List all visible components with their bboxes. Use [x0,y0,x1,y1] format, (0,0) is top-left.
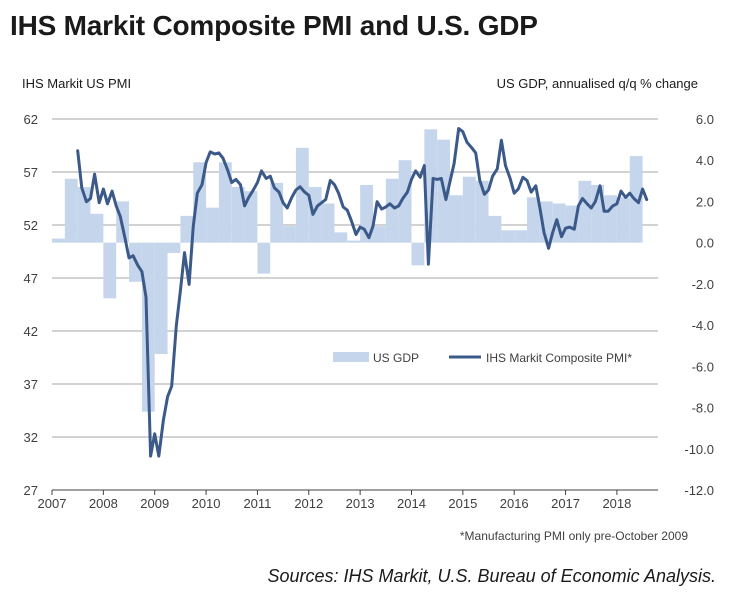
x-tick-label: 2011 [243,496,271,511]
left-tick-label: 62 [24,112,38,127]
gdp-bar [257,242,271,274]
gdp-bar [616,197,630,243]
x-tick-label: 2007 [38,496,67,511]
legend-gdp-swatch [333,352,369,362]
x-tick-label: 2018 [602,496,631,511]
gdp-bar [565,205,579,243]
gdp-bar [167,242,181,253]
gdp-bar [462,176,476,243]
pmi-line-layer [76,127,649,458]
gdp-bar [578,180,592,243]
x-tick-label: 2016 [500,496,529,511]
right-tick-label: -10.0 [684,442,714,457]
gdp-bar [527,197,540,243]
gdp-bar [180,215,194,243]
gdp-bar [103,242,117,299]
gdp-bar [218,162,232,243]
gdp-bar [295,147,309,243]
right-tick-label: 6.0 [696,112,714,127]
gdp-bar [206,207,219,243]
gdp-bar [411,242,425,266]
right-tick-label: 4.0 [696,153,714,168]
right-tick-label: -6.0 [692,359,714,374]
gdp-bar [514,230,528,243]
left-tick-label: 42 [24,324,38,339]
gdp-bar [372,226,386,243]
gdp-bar [475,180,489,243]
left-tick-label: 52 [24,218,38,233]
gdp-bar [244,191,258,243]
footnote: *Manufacturing PMI only pre-October 2009 [459,529,688,543]
legend: US GDP IHS Markit Composite PMI* [333,351,632,365]
right-tick-label: -12.0 [684,483,714,498]
x-axis: 2007 2008 2009 2010 2011 2012 2013 2014 2015 2016… [38,489,658,511]
gdp-bar [90,213,104,243]
left-tick-label: 32 [24,430,38,445]
gdp-bar [64,178,78,243]
x-tick-label: 2008 [89,496,118,511]
x-tick-label: 2014 [397,496,426,511]
pmi-line [76,127,649,458]
left-tick-label: 37 [24,377,38,392]
right-tick-label: -2.0 [692,277,714,292]
right-tick-label: 2.0 [696,194,714,209]
left-tick-label: 57 [24,165,38,180]
x-tick-label: 2009 [140,496,169,511]
right-axis-title: US GDP, annualised q/q % change [496,76,698,91]
gdp-bar [347,240,361,243]
gdp-bar [231,187,245,243]
gdp-bar [398,160,412,243]
left-tick-label: 27 [24,483,38,498]
left-tick-label: 47 [24,271,38,286]
gdp-bar [52,238,65,243]
right-tick-label: 0.0 [696,236,714,251]
gdp-bar [321,203,335,243]
x-tick-label: 2010 [192,496,221,511]
right-axis-ticks: -12.0 -10.0 -8.0 -6.0 -4.0 -2.0 0.0 2.0 4.0 6.0 [684,112,714,498]
legend-gdp-label: US GDP [373,351,419,365]
chart-title: IHS Markit Composite PMI and U.S. GDP [10,10,538,41]
x-tick-label: 2012 [294,496,323,511]
gdp-bar [385,178,399,243]
sources: Sources: IHS Markit, U.S. Bureau of Econ… [267,566,717,586]
right-tick-label: -8.0 [692,401,714,416]
left-axis-title: IHS Markit US PMI [22,76,132,91]
gdp-bar [450,195,463,243]
x-tick-label: 2013 [346,496,375,511]
gdp-bar [308,187,322,243]
right-tick-label: -4.0 [692,318,714,333]
gdp-bar [501,230,515,243]
x-tick-label: 2017 [551,496,580,511]
left-axis-ticks: 27 32 37 42 47 52 57 62 [24,112,38,498]
gdp-bar [604,195,617,243]
x-tick-label: 2015 [448,496,477,511]
gdp-bar [488,215,502,243]
legend-pmi-label: IHS Markit Composite PMI* [486,351,632,365]
gdp-bar [154,242,168,354]
gdp-bar [283,226,296,243]
gdp-bar [334,232,348,243]
